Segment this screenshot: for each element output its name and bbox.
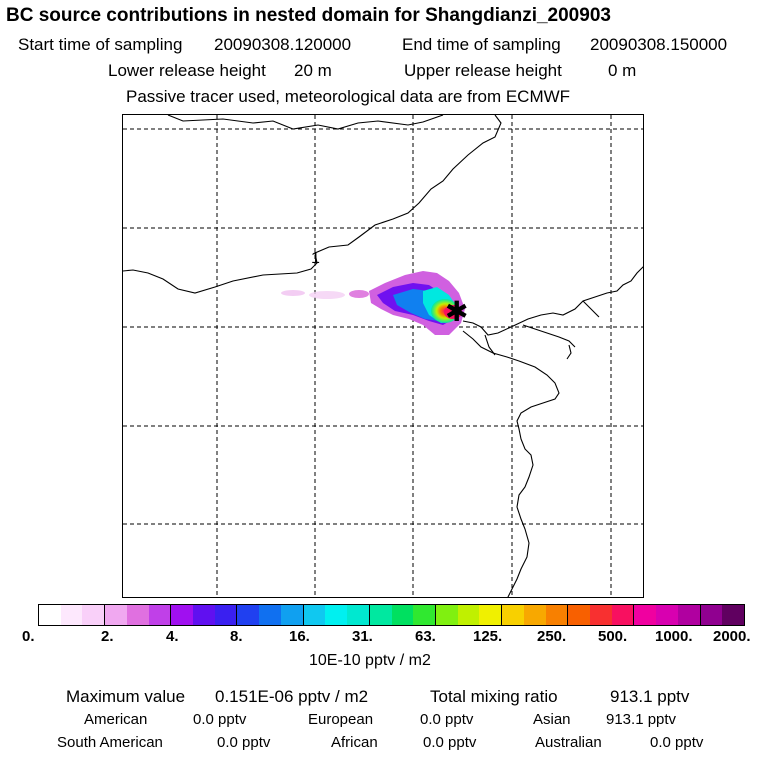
scale-tick: 2000. [713,628,751,645]
plume-fragment [349,290,369,298]
end-time-label: End time of sampling [402,35,561,54]
color-scale-segment [656,605,678,625]
start-time-value: 20090308.120000 [214,35,352,54]
scale-tick: 2. [101,628,114,645]
total-mixing-label: Total mixing ratio [430,687,558,706]
region-name-asian: Asian [533,711,571,728]
receptor-star-icon: ✱ [445,295,468,328]
color-scale-segment [60,605,83,625]
scale-tick: 16. [289,628,310,645]
scale-tick: 0. [22,628,35,645]
color-scale-segment [502,605,524,625]
color-scale-segment [677,605,701,625]
color-scale-segment [700,605,723,625]
border-line [462,266,643,336]
end-time-value: 20090308.150000 [590,35,728,54]
plume-peak [444,305,462,319]
region-name-south-american: South American [57,734,163,751]
region-value-australian: 0.0 pptv [650,734,704,751]
scale-tick: 125. [473,628,503,645]
upper-height-label: Upper release height [404,61,562,80]
lower-height-label: Lower release height [108,61,266,80]
color-scale-segment [391,605,414,625]
color-scale-segment [148,605,172,625]
color-scale-segment [568,605,590,625]
contour-label: 1 [311,250,320,267]
region-value-asian: 913.1 pptv [606,711,677,728]
color-scale-segment [413,605,436,625]
color-scale-segment [280,605,304,625]
region-name-african: African [331,734,378,751]
scale-tick: 63. [415,628,436,645]
scale-tick: 500. [598,628,628,645]
scale-tick: 8. [230,628,243,645]
color-scale-segment [369,605,392,625]
color-scale-bar [38,604,745,626]
max-value-label: Maximum value [66,687,186,706]
tracer-plume [281,271,465,335]
region-name-australian: Australian [535,734,602,751]
color-scale-segment [435,605,458,625]
tracer-note: Passive tracer used, meteorological data… [126,87,571,106]
region-value-american: 0.0 pptv [193,711,247,728]
border-line [167,115,444,130]
region-name-american: American [84,711,148,728]
color-scale-segment [82,605,106,625]
color-scale-segment [171,605,194,625]
color-scale-segment [237,605,260,625]
max-value: 0.151E-06 pptv / m2 [215,687,369,706]
color-scale-segment [589,605,612,625]
color-scale-segment [722,605,744,625]
start-time-label: Start time of sampling [18,35,183,54]
total-mixing-value: 913.1 pptv [610,687,690,706]
color-scale-segment [523,605,546,625]
region-name-european: European [308,711,374,728]
color-scale-segment [126,605,149,625]
plume-fragment [281,290,305,296]
region-value-south-american: 0.0 pptv [217,734,271,751]
region-value-european: 0.0 pptv [420,711,474,728]
scale-tick: 250. [537,628,567,645]
coastline [484,334,496,356]
scale-unit: 10E-10 pptv / m2 [309,652,431,669]
map-panel: 1 ✱ [122,114,644,598]
color-scale-segment [303,605,326,625]
color-scale-segment [105,605,127,625]
color-scale-segment [325,605,348,625]
color-scale-segment [634,605,657,625]
grid-lines [123,115,643,597]
color-scale-segment [457,605,480,625]
region-value-african: 0.0 pptv [423,734,477,751]
coastline [522,324,576,348]
color-scale-segment [545,605,569,625]
scale-tick: 31. [352,628,373,645]
color-scale-segment [611,605,635,625]
plume-fragment [309,291,345,299]
color-scale-segment [39,605,61,625]
page-title: BC source contributions in nested domain… [6,5,611,26]
color-scale-segment [479,605,503,625]
color-scale-segment [193,605,215,625]
upper-height-value: 0 m [608,61,637,80]
color-scale-segment [214,605,238,625]
coastline [566,344,572,360]
map-canvas: 1 ✱ [123,115,643,597]
scale-tick: 1000. [655,628,693,645]
country-borders [123,115,643,597]
color-scale-segment [259,605,281,625]
scale-tick: 4. [166,628,179,645]
border-line [123,115,502,294]
lower-height-value: 20 m [294,61,332,80]
color-scale-segment [347,605,370,625]
coastline [582,300,600,318]
coastline [462,330,560,597]
